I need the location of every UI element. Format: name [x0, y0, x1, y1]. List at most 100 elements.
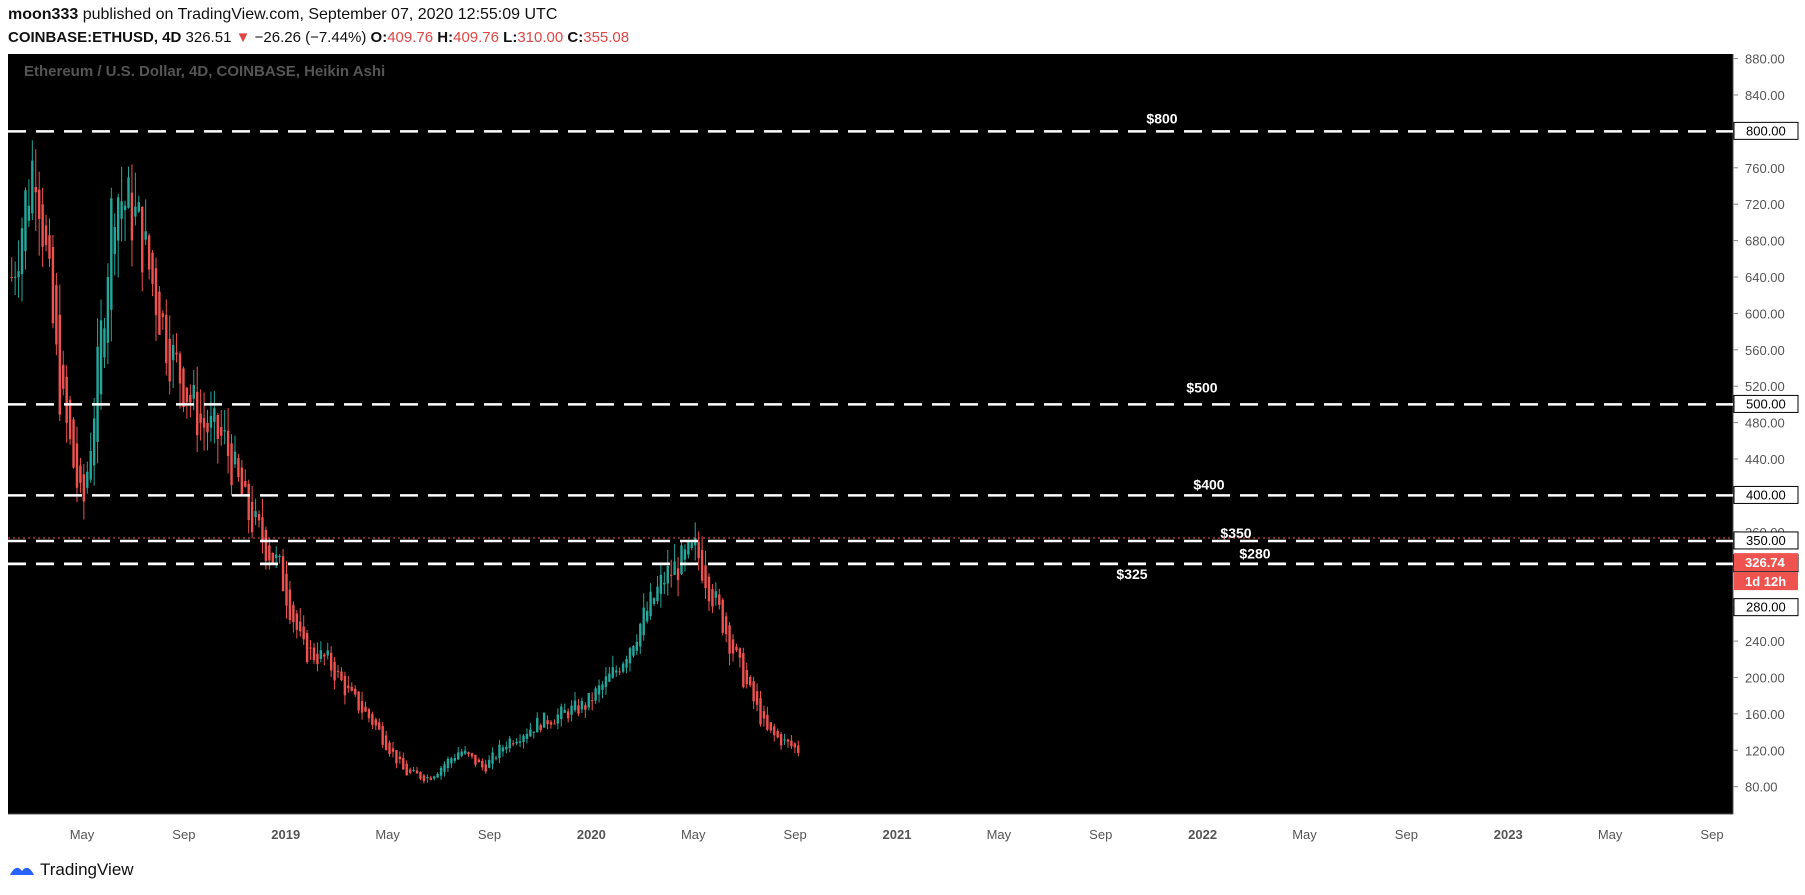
x-tick-label: 2021	[883, 827, 912, 842]
y-tick-label: 200.00	[1745, 670, 1785, 685]
level-label: $400	[1193, 476, 1224, 492]
candle-body	[134, 206, 137, 217]
candle-body	[37, 189, 41, 220]
candle-body	[353, 688, 357, 695]
candle-body	[202, 418, 206, 428]
candle-body	[645, 610, 649, 622]
candle-body	[264, 529, 268, 561]
candle-body	[247, 483, 250, 521]
candle-body	[666, 565, 669, 584]
low-value: 310.00	[517, 29, 564, 46]
candle-body	[185, 387, 189, 403]
candle-body	[103, 328, 106, 358]
candle-body	[450, 758, 453, 764]
y-tick-label: 680.00	[1745, 234, 1785, 249]
level-axis-label: 500.00	[1746, 396, 1786, 411]
candle-body	[230, 443, 233, 486]
candle-body	[147, 235, 151, 270]
candle-body	[371, 713, 374, 725]
candle-body	[494, 757, 498, 759]
candle-body	[158, 291, 161, 335]
current-price-marker: 326.74 1d 12h	[8, 537, 1798, 591]
candle-body	[584, 705, 587, 710]
candle-body	[27, 205, 31, 221]
level-axis-tag	[1733, 485, 1799, 504]
candle-body	[505, 746, 508, 750]
price-axis[interactable]	[1733, 54, 1805, 814]
x-tick-label: May	[70, 827, 95, 842]
candle-body	[350, 686, 353, 691]
candle-body	[244, 480, 247, 487]
candle-body	[13, 276, 17, 278]
candle-body	[773, 726, 776, 736]
level-axis-tag	[1733, 121, 1799, 140]
candle-body	[223, 430, 226, 432]
candle-body	[309, 647, 312, 649]
candle-body	[96, 346, 99, 442]
author-name[interactable]: moon333	[8, 6, 79, 23]
candle-body	[786, 739, 790, 742]
candle-body	[391, 748, 395, 752]
candle-body	[75, 443, 79, 488]
candle-body	[364, 706, 367, 712]
candle-body	[120, 201, 123, 219]
candle-body	[728, 625, 731, 654]
candle-body	[577, 705, 580, 714]
y-tick-label: 720.00	[1745, 197, 1785, 212]
candle-body	[299, 621, 302, 632]
candle-body	[546, 720, 549, 725]
candle-body	[797, 745, 800, 754]
candle-body	[735, 646, 738, 651]
level-axis-label: 280.00	[1746, 600, 1786, 615]
candle-body	[302, 626, 305, 640]
x-tick-labels: May Sep 2019 May Sep 2020 May Sep 2021 May Sep 2022…	[70, 827, 1724, 842]
candle-body	[141, 206, 144, 273]
x-tick-label: Sep	[478, 827, 501, 842]
y-tick-label: 520.00	[1745, 379, 1785, 394]
candle-body	[326, 650, 329, 656]
candle-body	[470, 753, 474, 757]
candle-body	[86, 471, 89, 488]
candle-body	[573, 700, 577, 711]
candle-body	[192, 384, 195, 399]
candle-body	[408, 769, 412, 773]
price-chart[interactable]: Ethereum / U.S. Dollar, 4D, COINBASE, He…	[0, 54, 1805, 849]
y-tick-label: 120.00	[1745, 743, 1785, 758]
chart-pane[interactable]	[8, 54, 1733, 814]
x-tick-label: 2020	[577, 827, 606, 842]
candle-body	[683, 549, 687, 560]
candle-body	[690, 542, 694, 549]
candle-body	[17, 271, 20, 278]
candle-body	[137, 202, 141, 212]
tradingview-footer[interactable]: TradingView	[8, 860, 134, 880]
candle-body	[779, 734, 783, 746]
x-tick-label: May	[375, 827, 400, 842]
candle-body	[144, 231, 147, 240]
x-tick-label: May	[681, 827, 706, 842]
candle-body	[762, 711, 766, 719]
candle-body	[477, 759, 481, 763]
candle-body	[240, 467, 244, 495]
candle-body	[439, 767, 443, 776]
symbol-line: COINBASE:ETHUSD, 4D 326.51 ▼ −26.26 (−7.…	[8, 29, 629, 46]
candle-body	[398, 756, 402, 760]
y-tick-label: 560.00	[1745, 343, 1785, 358]
candle-body	[669, 574, 673, 576]
candle-body	[570, 705, 573, 715]
candle-body	[704, 565, 707, 589]
candle-body	[625, 659, 628, 668]
candle-body	[639, 623, 642, 647]
candle-body	[443, 764, 446, 772]
high-label: H:	[437, 29, 454, 46]
candle-body	[590, 700, 594, 702]
candle-body	[99, 320, 103, 395]
time-axis[interactable]	[8, 814, 1733, 849]
countdown-tag	[1734, 572, 1798, 591]
close-label: C:	[567, 29, 584, 46]
candle-body	[220, 427, 223, 436]
candle-body	[608, 673, 611, 682]
candle-body	[601, 684, 604, 690]
candle-body	[285, 573, 288, 606]
candle-body	[41, 204, 44, 247]
candle-body	[621, 663, 625, 672]
